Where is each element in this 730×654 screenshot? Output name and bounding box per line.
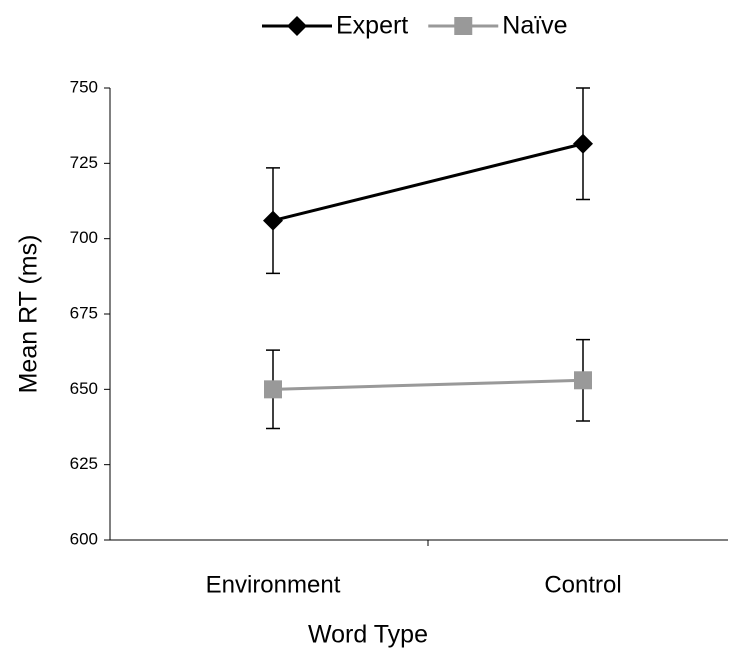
y-tick-label: 725 [70,153,98,172]
data-point [574,371,592,390]
x-axis-label: Word Type [308,621,428,649]
data-point [264,380,282,399]
legend-label: Expert [336,12,408,40]
y-tick-label: 700 [70,228,98,247]
legend-label: Naïve [502,12,567,40]
data-point [263,210,283,231]
series-line [272,378,584,391]
legend-marker [287,16,307,36]
data-point [573,133,593,154]
y-tick-label: 625 [70,454,98,473]
legend-marker [454,17,473,35]
y-axis-label: Mean RT (ms) [15,235,43,394]
y-tick-label: 675 [70,303,98,322]
y-tick-label: 750 [70,77,98,96]
y-tick-label: 650 [70,379,98,398]
series-line [272,142,584,223]
y-tick-label: 600 [70,529,98,548]
x-tick-label: Control [544,571,621,598]
x-tick-label: Environment [206,571,341,598]
